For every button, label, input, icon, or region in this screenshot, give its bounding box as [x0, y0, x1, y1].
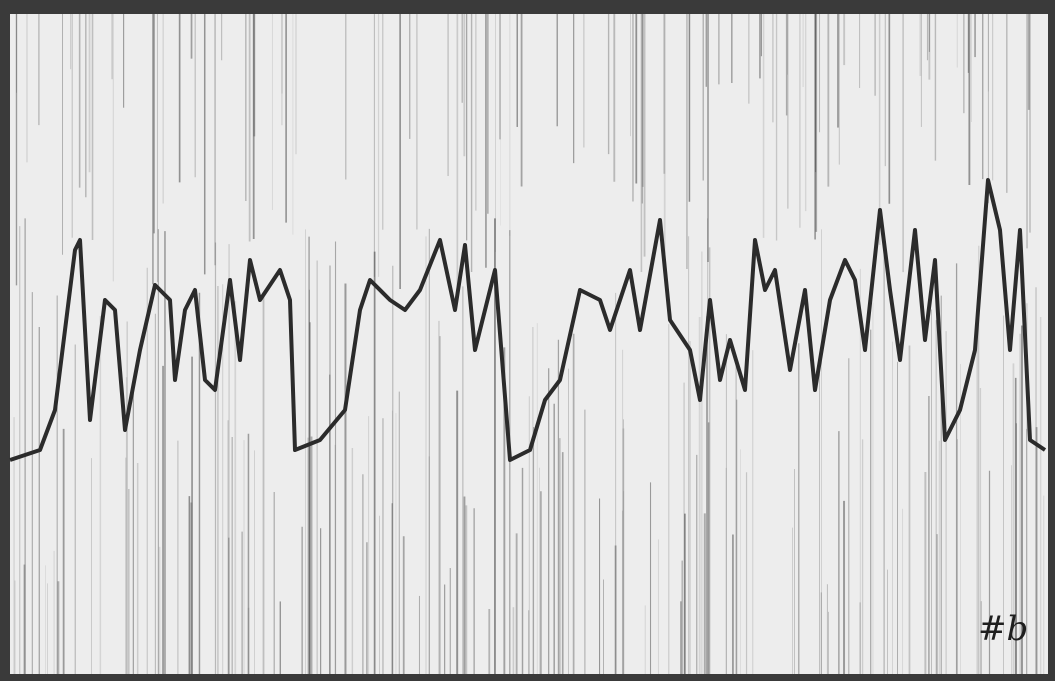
recorder-trace [9, 178, 1047, 462]
noise-streaks [13, 14, 1045, 674]
paper [10, 14, 1048, 674]
handwritten-label: #b [978, 609, 1028, 649]
